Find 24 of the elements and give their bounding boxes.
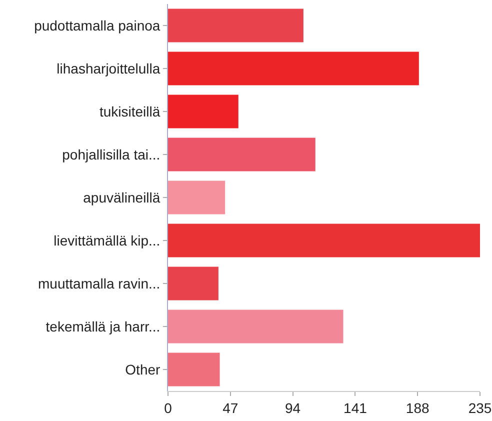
y-tick-label: tekemällä ja harr... xyxy=(46,318,160,334)
y-tick-label: lievittämällä kip... xyxy=(54,232,160,248)
bar xyxy=(168,138,316,172)
x-tick-label: 235 xyxy=(468,400,492,416)
x-tick-label: 141 xyxy=(344,400,368,416)
y-tick-label: muuttamalla ravin... xyxy=(38,275,160,292)
x-tick-label: 94 xyxy=(285,400,301,416)
y-tick-label: Other xyxy=(125,361,161,378)
y-tick-label: lihasharjoittelulla xyxy=(56,60,160,76)
bar xyxy=(168,180,226,214)
bar xyxy=(168,52,419,86)
y-tick-label: pohjallisilla tai... xyxy=(62,146,160,162)
bar xyxy=(168,266,218,300)
bar xyxy=(168,8,304,42)
x-tick-label: 188 xyxy=(406,400,430,416)
x-tick-label: 0 xyxy=(164,400,172,416)
bar xyxy=(168,224,480,258)
bar xyxy=(168,310,344,344)
y-tick-label: pudottamalla painoa xyxy=(34,17,160,34)
bar xyxy=(168,94,238,128)
y-tick-label: apuvälineillä xyxy=(83,189,160,206)
bar xyxy=(168,352,220,386)
x-tick-label: 47 xyxy=(222,400,238,416)
y-tick-label: tukisiteillä xyxy=(99,103,160,120)
